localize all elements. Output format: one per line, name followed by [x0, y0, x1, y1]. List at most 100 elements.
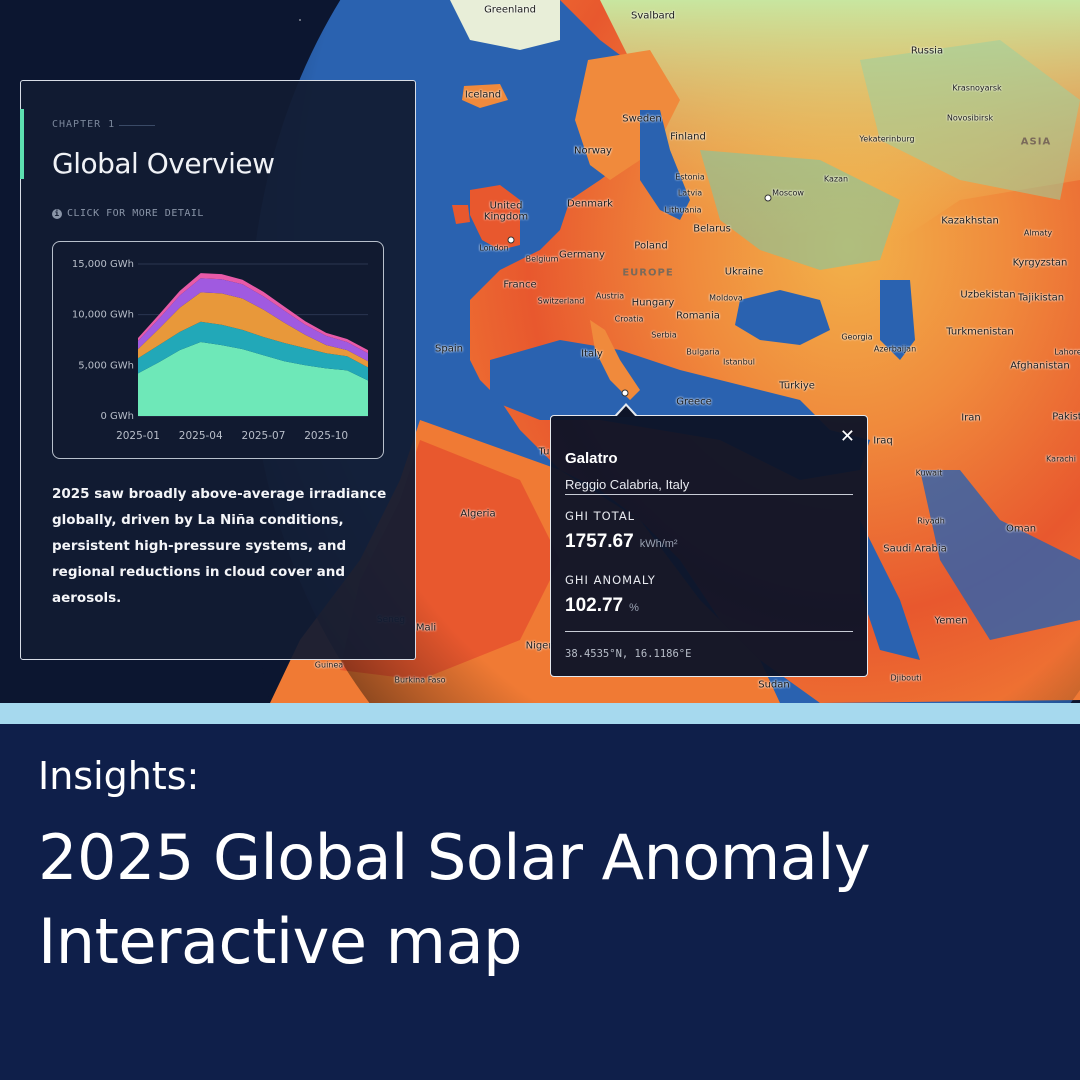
accent-strip — [0, 703, 1080, 724]
place-label: Greenland — [484, 4, 536, 16]
tooltip-pointer-inner — [616, 406, 636, 417]
globe-map[interactable]: Greenland Svalbard Russia Iceland Krasnoyars… — [0, 0, 1080, 703]
stacked-area-chart[interactable]: 15,000 GWh 10,000 GWh 5,000 GWh 0 GWh 2025-0… — [53, 242, 382, 457]
place-label: Sudan — [758, 679, 790, 691]
globe-surface[interactable] — [0, 0, 1080, 703]
place-label: Uzbekistan — [960, 289, 1016, 301]
place-label: Tajikistan — [1017, 292, 1065, 304]
area-series-4[interactable] — [138, 278, 368, 362]
insights-label: Insights: — [38, 754, 200, 798]
more-detail-link[interactable]: i CLICK FOR MORE DETAIL — [52, 208, 204, 219]
place-label: Yekaterinburg — [859, 134, 915, 144]
area-series-5[interactable] — [138, 273, 368, 354]
place-label: Iraq — [873, 435, 893, 447]
place-label: Iceland — [464, 89, 502, 101]
chapter-label-rule — [119, 125, 155, 126]
place-label: Azerbaijan — [873, 344, 917, 354]
place-label: Kyrgyzstan — [1012, 257, 1068, 269]
chapter-title: Global Overview — [52, 147, 275, 180]
place-label: Italy — [581, 348, 603, 360]
place-label: Novosibirsk — [946, 113, 994, 123]
place-label: Lahore — [1054, 347, 1080, 357]
place-label: Guinea — [314, 660, 344, 670]
selected-location-marker[interactable] — [621, 389, 629, 397]
place-label: Romania — [676, 310, 720, 322]
place-label: Yemen — [934, 615, 968, 627]
place-label: Estonia — [675, 172, 705, 182]
place-label: Türkiye — [779, 380, 815, 392]
area-series-2[interactable] — [138, 321, 368, 381]
place-label: Spain — [435, 343, 463, 355]
place-label: Kazan — [823, 174, 849, 184]
x-tick-label: 2025-01 — [116, 430, 160, 442]
chapter-panel: CHAPTER 1 Global Overview i CLICK FOR MO… — [20, 80, 416, 660]
place-label: London — [479, 243, 509, 253]
place-label: Karachi — [1046, 454, 1076, 464]
place-label: Kingdom — [483, 211, 529, 223]
y-tick-label: 0 GWh — [100, 411, 134, 422]
ghi-anomaly-value: 102.77 — [565, 595, 624, 616]
place-label: France — [503, 279, 537, 291]
place-label: Norway — [574, 145, 612, 157]
place-label: Oman — [1005, 523, 1037, 535]
headline-line-1: 2025 Global Solar Anomaly — [38, 821, 871, 894]
close-icon[interactable]: ✕ — [839, 426, 855, 446]
place-label: Djibouti — [890, 673, 922, 683]
place-label: Georgia — [841, 332, 873, 342]
place-label: Austria — [595, 291, 625, 301]
more-detail-label: CLICK FOR MORE DETAIL — [67, 208, 204, 219]
chart-container[interactable]: 15,000 GWh 10,000 GWh 5,000 GWh 0 GWh 2025-0… — [52, 241, 384, 459]
ghi-total-value: 1757.67 — [565, 531, 634, 552]
place-label: Iran — [961, 412, 981, 424]
place-label: Tu — [538, 446, 550, 458]
x-tick-label: 2025-10 — [304, 430, 348, 442]
place-label: Saudi Arabia — [883, 543, 947, 555]
chapter-label: CHAPTER 1 — [52, 119, 116, 130]
place-label: United — [489, 200, 523, 212]
place-label: Belgium — [525, 254, 559, 264]
y-tick-label: 15,000 GWh — [72, 259, 134, 270]
place-label: Russia — [910, 45, 944, 57]
area-series-3[interactable] — [138, 292, 368, 368]
y-tick-label: 10,000 GWh — [72, 310, 134, 321]
chapter-body-text: 2025 saw broadly above-average irradianc… — [52, 486, 387, 606]
place-label: Kuwait — [915, 468, 943, 478]
tooltip-place-name: Galatro — [565, 450, 618, 467]
place-label: Mali — [415, 622, 437, 634]
place-label: Moscow — [772, 188, 804, 198]
title-banner: Insights: 2025 Global Solar Anomaly Inte… — [0, 724, 1080, 1080]
place-label: Denmark — [567, 198, 613, 210]
ghi-anomaly-value-row: 102.77% — [565, 595, 639, 617]
ghi-total-unit: kWh/m² — [639, 538, 678, 550]
ghi-total-label: GHI TOTAL — [565, 509, 636, 523]
ghi-total-value-row: 1757.67 kWh/m² — [565, 531, 678, 553]
place-label: Hungary — [631, 297, 675, 309]
place-label: Serbia — [651, 330, 677, 340]
ghi-anomaly-unit: % — [629, 602, 639, 614]
place-label: Pakist — [1052, 411, 1080, 423]
moscow-marker[interactable] — [764, 194, 772, 202]
place-label: Svalbard — [631, 10, 675, 22]
london-marker[interactable] — [507, 236, 515, 244]
tooltip-region: Reggio Calabria, Italy — [565, 477, 690, 492]
tooltip-coordinates: 38.4535°N, 16.1186°E — [565, 648, 692, 660]
place-label: Niger — [525, 640, 553, 652]
place-label: Latvia — [677, 188, 703, 198]
place-label: Afghanistan — [1010, 360, 1070, 372]
chapter-accent-bar — [20, 109, 24, 179]
place-label: ASIA — [1020, 136, 1052, 148]
place-label: Istanbul — [722, 357, 756, 367]
place-label: Sweden — [622, 113, 662, 125]
place-label: Poland — [634, 240, 668, 252]
place-label: Finland — [670, 131, 706, 143]
area-series-1[interactable] — [138, 342, 368, 416]
ghi-anomaly-label: GHI ANOMALY — [565, 573, 656, 587]
place-label: Almaty — [1023, 228, 1053, 238]
place-label: EUROPE — [622, 267, 674, 279]
place-label: Greece — [676, 396, 712, 408]
headline-line-2: Interactive map — [38, 905, 522, 978]
place-label: Germany — [559, 249, 605, 261]
place-label: Burkina Faso — [394, 675, 446, 685]
place-label: Krasnoyarsk — [952, 83, 1002, 93]
place-label: Belarus — [693, 223, 731, 235]
